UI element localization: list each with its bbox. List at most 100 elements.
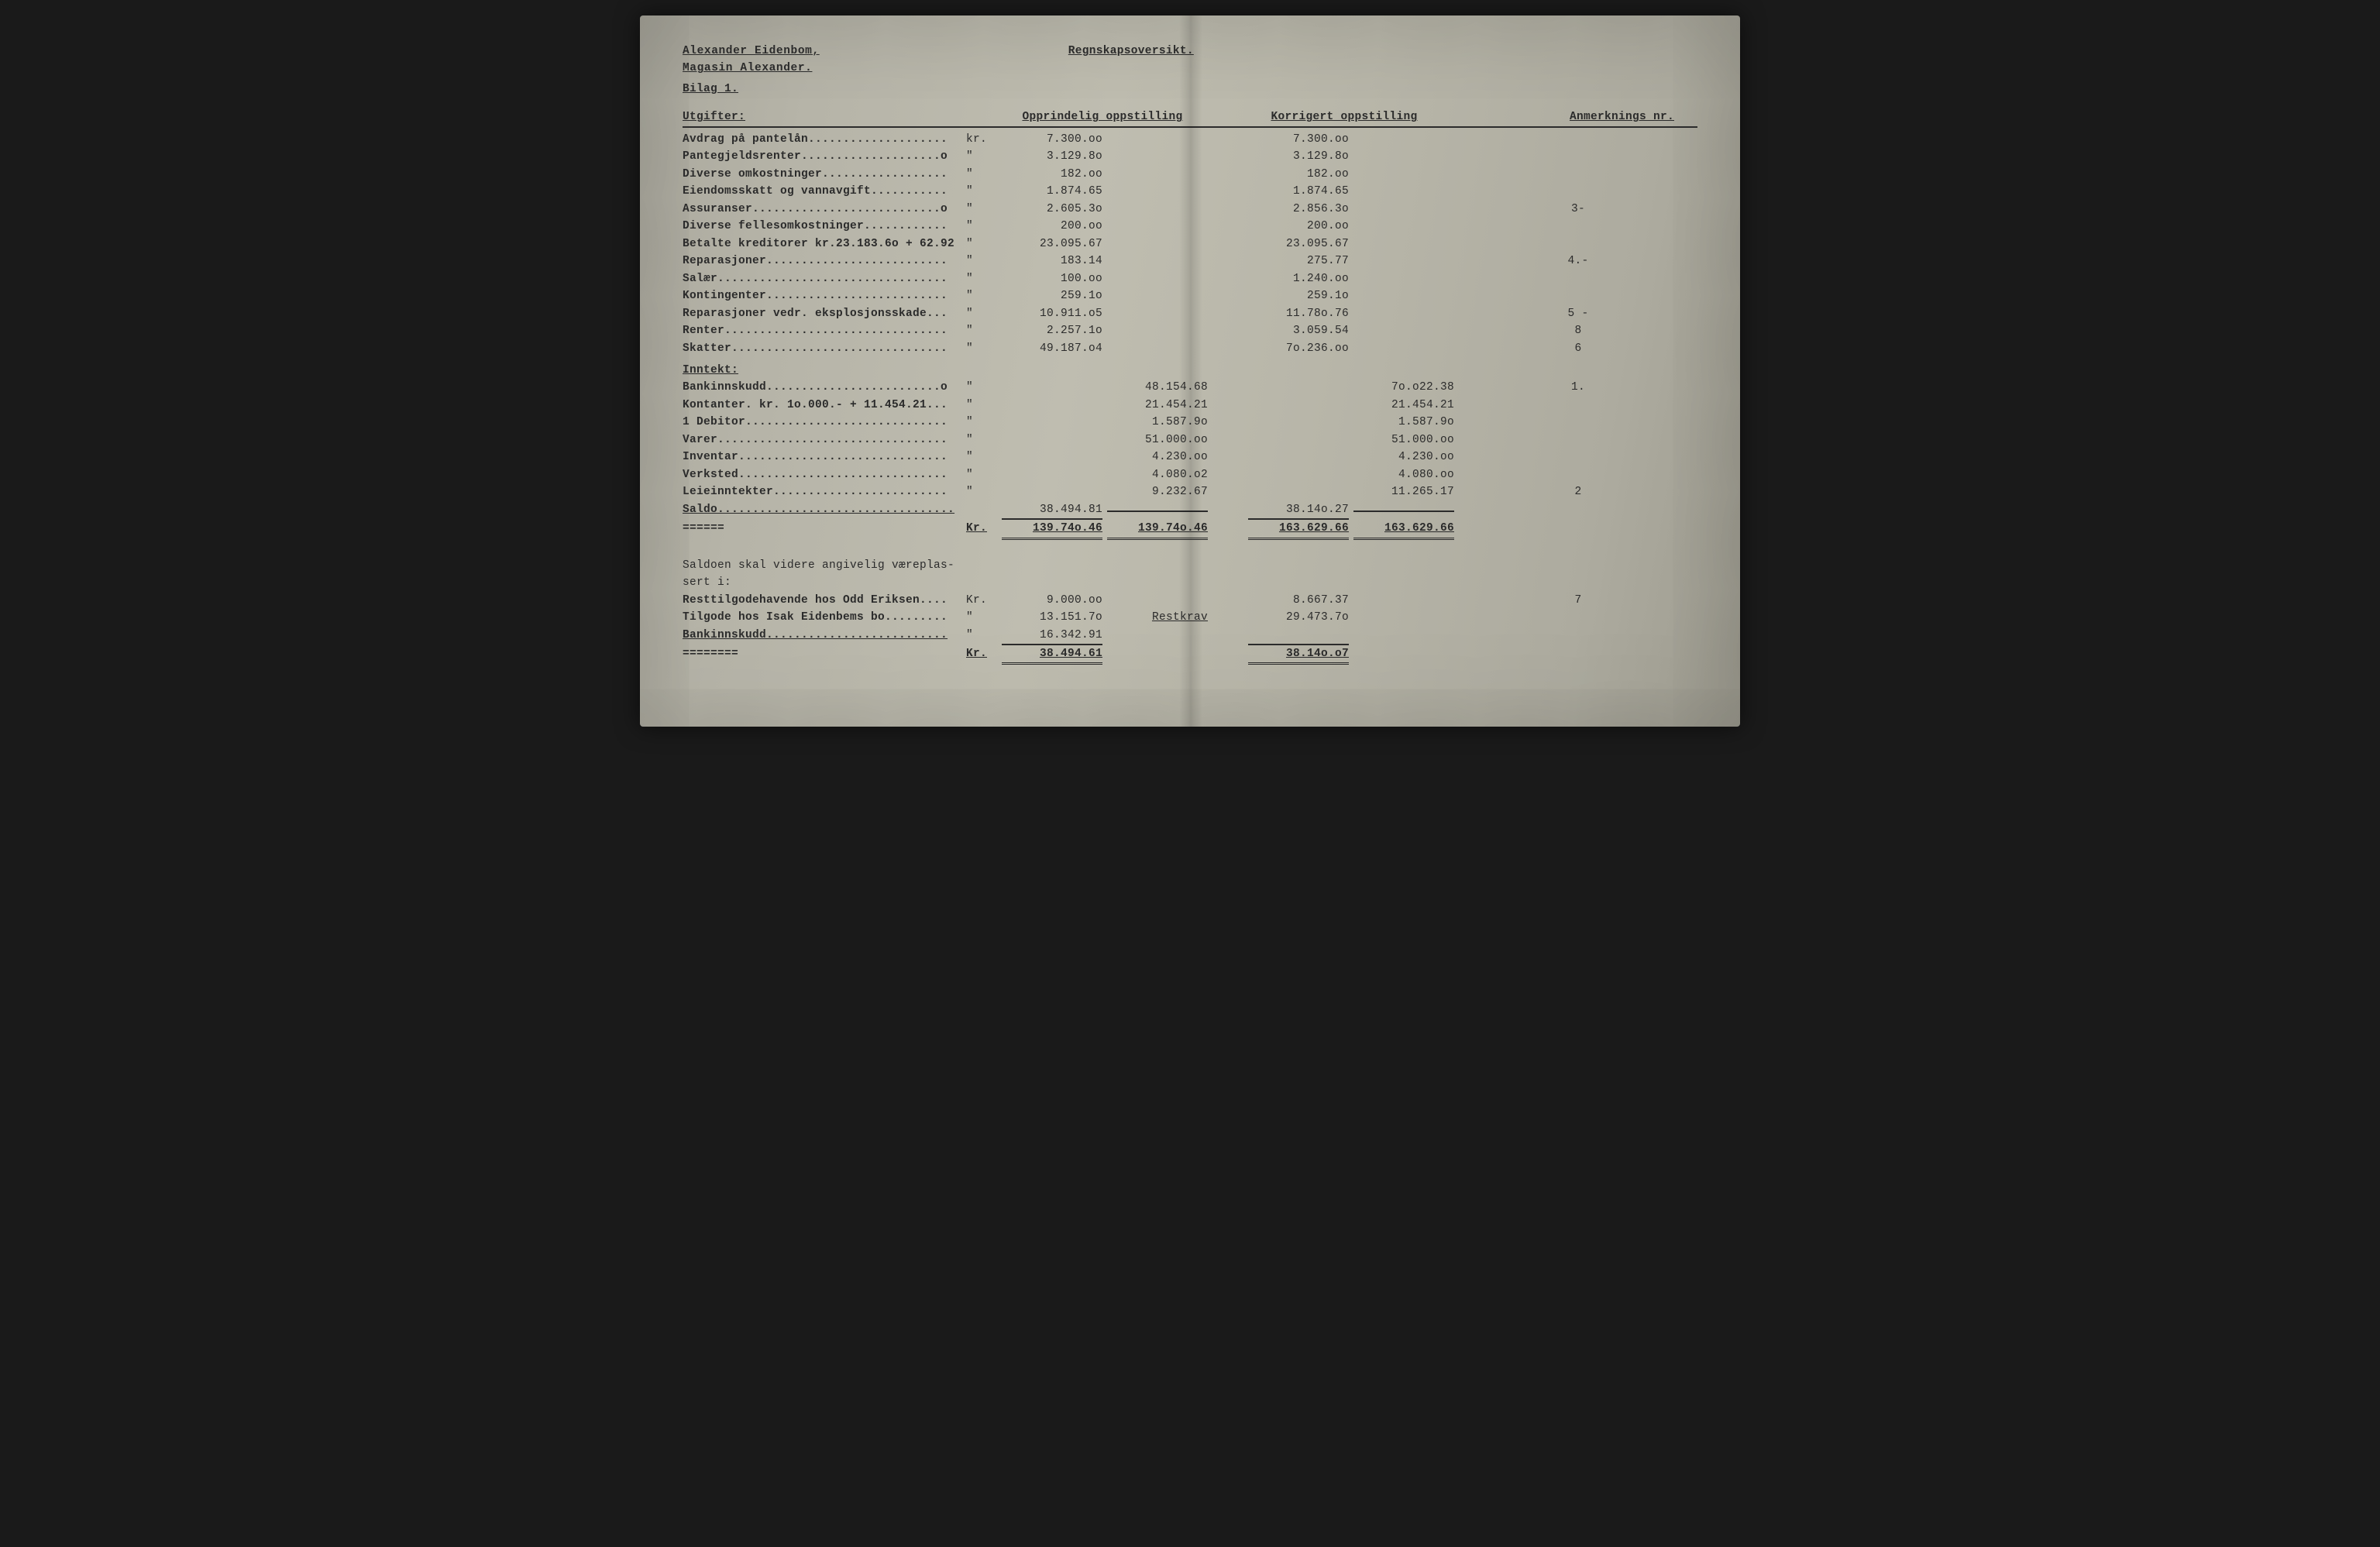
expense-corrected: 200.oo — [1248, 218, 1349, 235]
income-row: Kontanter. kr. 1o.000.- + 11.454.21..."2… — [683, 397, 1697, 414]
expense-original: 23.095.67 — [1002, 235, 1102, 253]
document-header: Alexander Eidenbom, Magasin Alexander. R… — [683, 43, 1697, 77]
saldo-c2: 38.14o.27 — [1248, 501, 1349, 518]
expense-row: Betalte kreditorer kr.23.183.6o + 62.92 "… — [683, 235, 1697, 253]
placement-original: 13.151.7o — [1002, 609, 1102, 626]
currency-mark: " — [966, 183, 997, 200]
income-label: Inventar.............................. — [683, 449, 961, 466]
income-row: Bankinnskudd.........................o " 4… — [683, 379, 1697, 396]
income-label: Verksted.............................. — [683, 466, 961, 483]
currency-mark: " — [966, 483, 997, 500]
saldo-label: Saldo.................................. — [683, 501, 961, 518]
expense-corrected: 259.1o — [1248, 287, 1349, 304]
col-utgifter: Utgifter: — [683, 108, 961, 125]
currency-mark: " — [966, 379, 997, 396]
attachment-label: Bilag 1. — [683, 81, 1697, 98]
currency-mark: " — [966, 287, 997, 304]
income-original: 4.230.oo — [1107, 449, 1208, 466]
placement-corrected: 8.667.37 — [1248, 592, 1349, 609]
header-rule — [683, 126, 1697, 128]
income-row: 1 Debitor............................."1… — [683, 414, 1697, 431]
placement-label: Tilgode hos Isak Eidenbems bo......... — [683, 609, 961, 626]
placement-total-c1: 38.494.61 — [1002, 645, 1102, 662]
placement-label: Bankinnskudd.......................... — [683, 627, 961, 644]
currency-mark: Kr. — [966, 592, 997, 609]
expense-label: Pantegjeldsrenter....................o — [683, 148, 961, 165]
expense-note: 3- — [1459, 201, 1697, 218]
expense-row: Renter................................"2… — [683, 322, 1697, 339]
col-opprinnelig: Opprindelig oppstilling — [1002, 108, 1203, 125]
income-original: 51.000.oo — [1107, 431, 1208, 449]
expense-note: 6 — [1459, 340, 1697, 357]
name-line-2: Magasin Alexander. — [683, 60, 1068, 77]
totals-marker: ====== — [683, 520, 961, 537]
expense-label: Skatter............................... — [683, 340, 961, 357]
currency-mark: " — [966, 322, 997, 339]
expense-corrected: 1.240.oo — [1248, 270, 1349, 287]
expense-original: 2.605.3o — [1002, 201, 1102, 218]
document-page: Alexander Eidenbom, Magasin Alexander. R… — [640, 15, 1740, 727]
placement-label: Resttilgodehavende hos Odd Eriksen.... — [683, 592, 961, 609]
placement-corrected: 29.473.7o — [1248, 609, 1349, 626]
saldo-row: Saldo.................................. … — [683, 501, 1697, 518]
income-row: Inventar.............................."4… — [683, 449, 1697, 466]
currency-mark: kr. — [966, 131, 997, 148]
expense-label: Kontingenter.......................... — [683, 287, 961, 304]
placement-total-marker: ======== — [683, 645, 961, 662]
expense-corrected: 23.095.67 — [1248, 235, 1349, 253]
expense-row: Kontingenter.......................... " 2… — [683, 287, 1697, 304]
income-original: 48.154.68 — [1107, 379, 1208, 396]
expense-original: 7.300.oo — [1002, 131, 1102, 148]
totals-currency: Kr. — [966, 520, 997, 537]
expense-corrected: 7.300.oo — [1248, 131, 1349, 148]
income-corrected: 1.587.9o — [1353, 414, 1454, 431]
expense-original: 182.oo — [1002, 166, 1102, 183]
income-corrected: 21.454.21 — [1353, 397, 1454, 414]
expense-corrected: 2.856.3o — [1248, 201, 1349, 218]
expense-label: Salær................................. — [683, 270, 961, 287]
expense-corrected: 11.78o.76 — [1248, 305, 1349, 322]
currency-mark: " — [966, 431, 997, 449]
income-label: Bankinnskudd.........................o — [683, 379, 961, 396]
expense-label: Betalte kreditorer kr.23.183.6o + 62.92 — [683, 235, 961, 253]
placement-total-c2: 38.14o.o7 — [1248, 645, 1349, 662]
currency-mark: " — [966, 609, 997, 626]
placement-row: Resttilgodehavende hos Odd Eriksen.... Kr… — [683, 592, 1697, 609]
column-headers: Utgifter: Opprindelig oppstilling Korrig… — [683, 108, 1697, 125]
expense-original: 10.911.o5 — [1002, 305, 1102, 322]
placement-total-currency: Kr. — [966, 645, 997, 662]
income-corrected: 51.000.oo — [1353, 431, 1454, 449]
currency-mark: " — [966, 201, 997, 218]
name-line-1: Alexander Eidenbom, — [683, 43, 1068, 60]
expense-label: Renter................................ — [683, 322, 961, 339]
income-note: 1. — [1459, 379, 1697, 396]
col-korrigert: Korrigert oppstilling — [1243, 108, 1445, 125]
placement-row: Bankinnskudd.......................... " 1… — [683, 627, 1697, 644]
expense-row: Avdrag på pantelån.................... k… — [683, 131, 1697, 148]
expense-row: Diverse omkostninger.................."1… — [683, 166, 1697, 183]
expense-original: 259.1o — [1002, 287, 1102, 304]
income-section: Bankinnskudd.........................o " 4… — [683, 379, 1697, 500]
expense-label: Diverse fellesomkostninger............ — [683, 218, 961, 235]
income-original: 9.232.67 — [1107, 483, 1208, 500]
placement-row: Tilgode hos Isak Eidenbems bo......... " 1… — [683, 609, 1697, 626]
currency-mark: " — [966, 148, 997, 165]
expense-corrected: 3.129.8o — [1248, 148, 1349, 165]
expense-row: Assuranser...........................o"2… — [683, 201, 1697, 218]
expense-original: 3.129.8o — [1002, 148, 1102, 165]
income-corrected: 7o.o22.38 — [1353, 379, 1454, 396]
expense-corrected: 1.874.65 — [1248, 183, 1349, 200]
income-corrected: 4.080.oo — [1353, 466, 1454, 483]
expense-corrected: 275.77 — [1248, 253, 1349, 270]
expense-label: Diverse omkostninger.................. — [683, 166, 961, 183]
expense-note: 4.- — [1459, 253, 1697, 270]
currency-mark: " — [966, 235, 997, 253]
placement-original: 16.342.91 — [1002, 627, 1102, 644]
currency-mark: " — [966, 627, 997, 644]
expense-original: 200.oo — [1002, 218, 1102, 235]
placement-original: 9.000.oo — [1002, 592, 1102, 609]
expense-original: 100.oo — [1002, 270, 1102, 287]
expense-label: Reparasjoner.......................... — [683, 253, 961, 270]
expenses-section: Avdrag på pantelån.................... k… — [683, 131, 1697, 357]
currency-mark: " — [966, 466, 997, 483]
